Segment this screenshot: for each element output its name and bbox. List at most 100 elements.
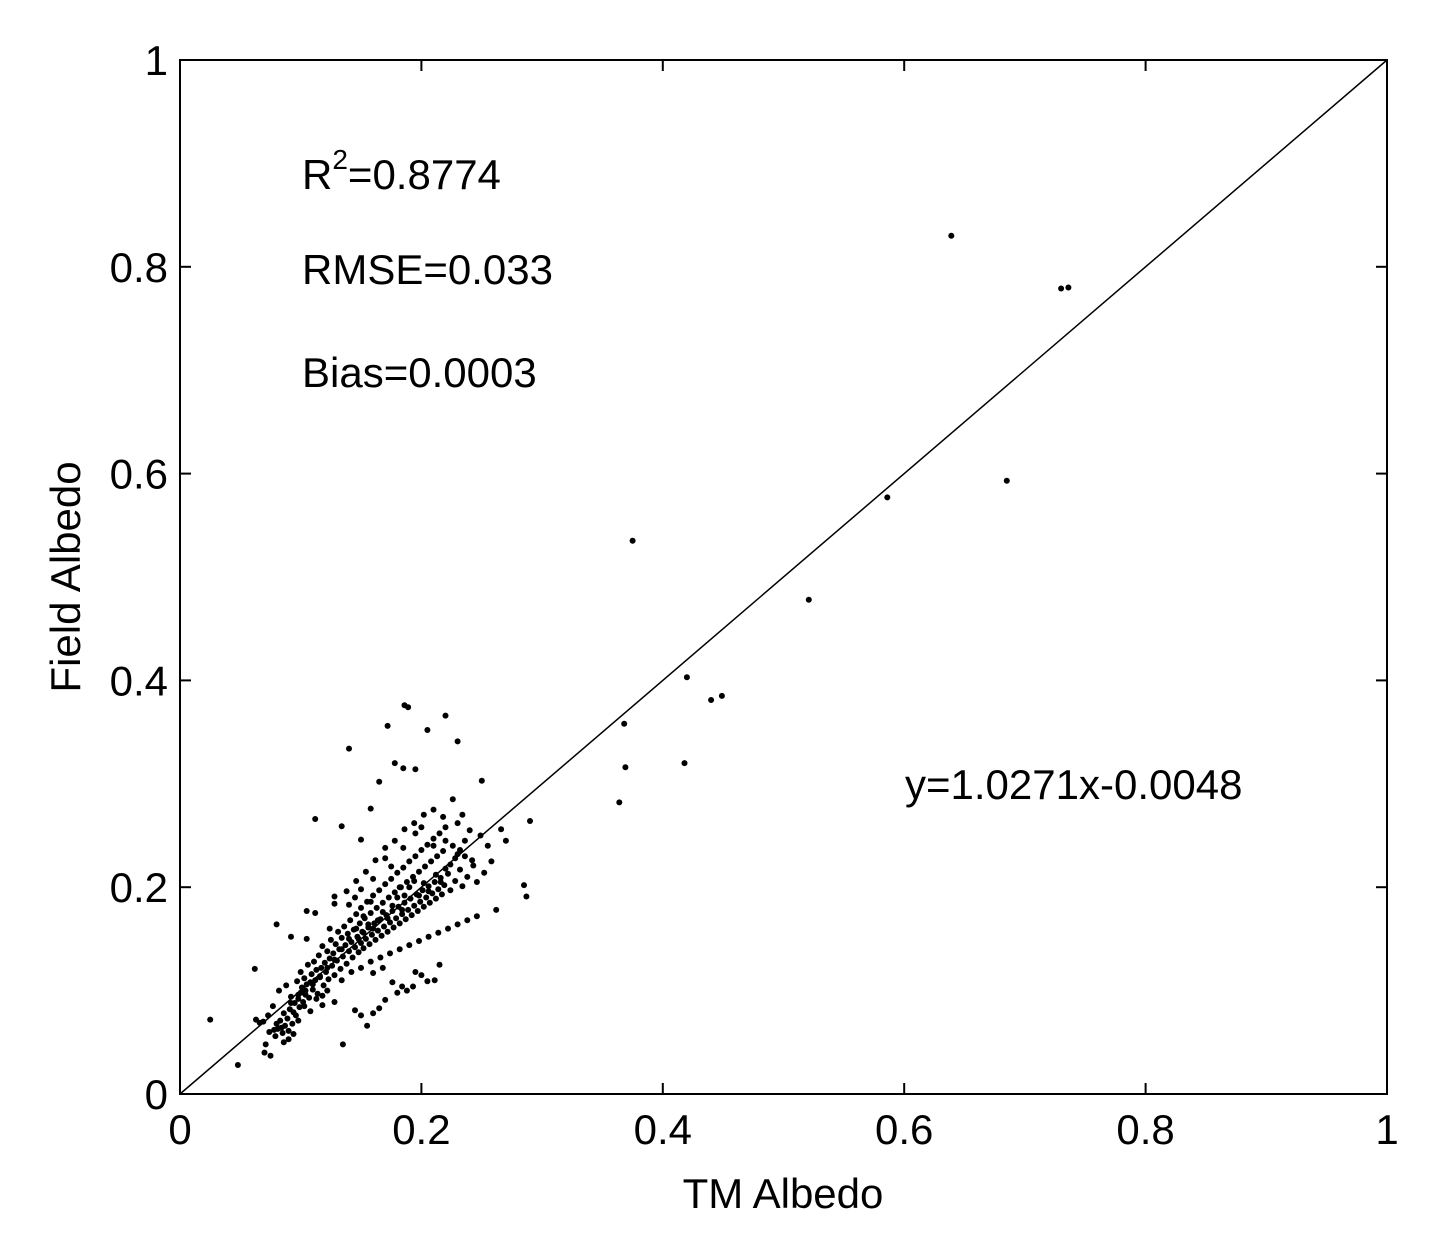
data-point <box>317 973 323 980</box>
data-point <box>376 887 383 894</box>
data-point <box>326 925 333 932</box>
data-point <box>358 964 364 971</box>
data-point <box>352 1007 358 1014</box>
data-point <box>370 970 377 976</box>
data-point <box>319 943 326 950</box>
data-point <box>260 1018 267 1025</box>
data-point <box>434 853 441 860</box>
data-point <box>438 891 445 898</box>
data-point <box>343 960 350 967</box>
data-point <box>431 879 438 885</box>
data-point <box>384 915 391 922</box>
data-point <box>315 952 322 959</box>
data-point <box>488 858 495 865</box>
data-point <box>382 996 389 1003</box>
data-point <box>356 920 363 927</box>
data-point <box>425 933 432 940</box>
data-point <box>295 995 302 1002</box>
data-point <box>308 971 315 978</box>
data-point <box>406 884 413 891</box>
data-point <box>295 991 302 998</box>
x-tick-label: 0 <box>168 1106 191 1153</box>
data-point <box>272 1033 279 1040</box>
data-point <box>478 777 485 784</box>
data-point <box>400 765 407 772</box>
x-tick-label: 0.8 <box>1116 1106 1174 1153</box>
data-point <box>279 1030 286 1036</box>
data-point <box>481 869 488 876</box>
data-point <box>301 1003 308 1010</box>
data-point <box>346 745 352 752</box>
data-point <box>432 871 439 878</box>
data-point <box>437 874 444 881</box>
y-tick-label: 0.8 <box>110 244 168 291</box>
data-point <box>616 799 623 806</box>
y-tick-label: 0 <box>145 1071 168 1118</box>
data-point <box>683 674 690 681</box>
data-point <box>364 1022 371 1029</box>
data-point <box>303 908 310 914</box>
scatter-points <box>207 232 1072 1068</box>
data-point <box>629 537 636 544</box>
data-point <box>353 911 360 918</box>
data-point <box>303 935 310 942</box>
data-point <box>288 993 294 1000</box>
data-point <box>391 760 398 767</box>
data-point <box>262 1041 269 1048</box>
data-point <box>372 857 379 864</box>
data-point <box>1003 477 1010 484</box>
data-point <box>367 958 374 965</box>
data-point <box>338 946 345 953</box>
data-point <box>360 945 367 952</box>
data-point <box>459 883 466 890</box>
data-point <box>403 879 410 885</box>
data-point <box>358 886 364 893</box>
data-point <box>346 935 352 942</box>
data-point <box>459 811 466 818</box>
data-point <box>402 916 409 923</box>
data-point <box>423 894 430 901</box>
data-point <box>366 941 373 948</box>
data-point <box>621 720 628 727</box>
data-point <box>412 830 419 837</box>
data-point <box>355 935 362 942</box>
data-point <box>338 934 345 941</box>
data-point <box>267 1052 274 1059</box>
data-point <box>261 1049 268 1056</box>
data-point <box>425 883 432 890</box>
data-point <box>313 995 320 1002</box>
data-point <box>406 942 413 949</box>
data-point <box>388 875 395 882</box>
data-point <box>289 1020 296 1027</box>
data-point <box>418 824 425 831</box>
data-point <box>319 992 326 999</box>
data-point <box>374 927 381 934</box>
r-squared-annotation: R2=0.8774 <box>302 144 501 198</box>
data-point <box>399 983 406 990</box>
data-point <box>1065 284 1072 291</box>
data-point <box>424 841 431 848</box>
rmse-annotation: RMSE=0.033 <box>302 246 553 293</box>
data-point <box>418 847 425 853</box>
data-point <box>343 888 350 895</box>
data-point <box>365 921 372 928</box>
data-point <box>331 893 338 900</box>
data-point <box>313 966 320 973</box>
data-point <box>344 930 351 937</box>
data-point <box>362 935 369 942</box>
data-point <box>420 811 427 818</box>
data-point <box>265 1012 272 1019</box>
data-point <box>403 987 410 994</box>
data-point <box>295 1017 302 1024</box>
data-point <box>309 986 316 993</box>
data-point <box>406 858 413 865</box>
data-point <box>285 1027 292 1034</box>
data-point <box>498 826 505 833</box>
x-tick-label: 1 <box>1375 1106 1398 1153</box>
data-point <box>302 987 309 994</box>
data-point <box>523 893 530 900</box>
data-point <box>335 928 342 935</box>
data-point <box>437 879 444 885</box>
data-point <box>470 862 477 869</box>
data-point <box>347 917 354 924</box>
